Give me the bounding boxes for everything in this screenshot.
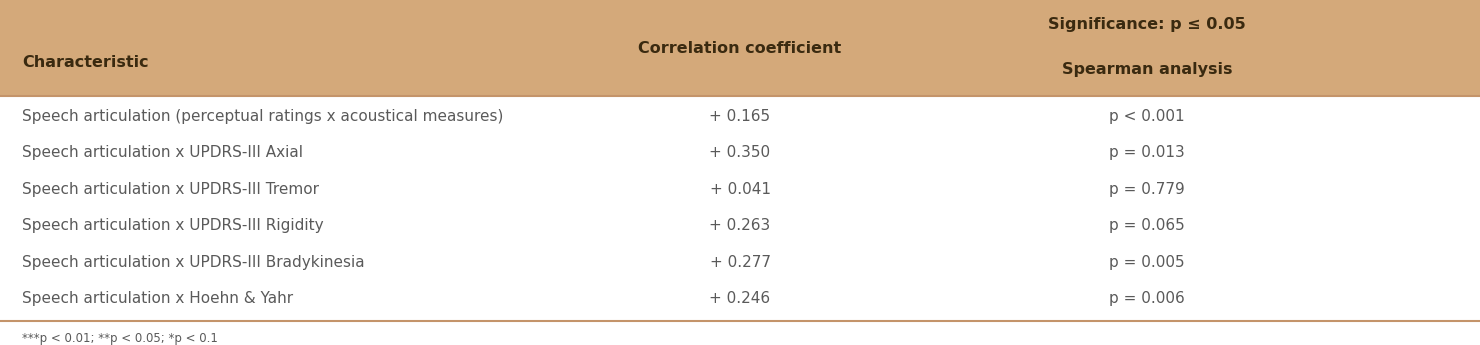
Text: ***p < 0.01; **p < 0.05; *p < 0.1: ***p < 0.01; **p < 0.05; *p < 0.1: [22, 332, 218, 345]
Text: + 0.263: + 0.263: [709, 218, 771, 233]
Text: Speech articulation (perceptual ratings x acoustical measures): Speech articulation (perceptual ratings …: [22, 109, 503, 124]
Text: Speech articulation x UPDRS-III Rigidity: Speech articulation x UPDRS-III Rigidity: [22, 218, 324, 233]
Text: + 0.277: + 0.277: [709, 255, 771, 270]
Text: p < 0.001: p < 0.001: [1109, 109, 1185, 124]
Text: Speech articulation x UPDRS-III Axial: Speech articulation x UPDRS-III Axial: [22, 145, 303, 160]
Text: p = 0.006: p = 0.006: [1109, 291, 1185, 306]
Bar: [0, 0, 1480, 96]
Text: + 0.246: + 0.246: [709, 291, 771, 306]
Text: p = 0.005: p = 0.005: [1109, 255, 1185, 270]
Text: p = 0.779: p = 0.779: [1109, 182, 1185, 197]
Text: p = 0.013: p = 0.013: [1109, 145, 1185, 160]
Text: Speech articulation x UPDRS-III Tremor: Speech articulation x UPDRS-III Tremor: [22, 182, 320, 197]
Text: p = 0.065: p = 0.065: [1109, 218, 1185, 233]
Text: Speech articulation x UPDRS-III Bradykinesia: Speech articulation x UPDRS-III Bradykin…: [22, 255, 366, 270]
Text: Correlation coefficient: Correlation coefficient: [638, 40, 842, 56]
Text: + 0.350: + 0.350: [709, 145, 771, 160]
Text: Spearman analysis: Spearman analysis: [1061, 62, 1233, 77]
Text: + 0.041: + 0.041: [709, 182, 771, 197]
Text: + 0.165: + 0.165: [709, 109, 771, 124]
Text: Characteristic: Characteristic: [22, 55, 149, 70]
Text: Significance: p ≤ 0.05: Significance: p ≤ 0.05: [1048, 17, 1246, 31]
Text: Speech articulation x Hoehn & Yahr: Speech articulation x Hoehn & Yahr: [22, 291, 293, 306]
